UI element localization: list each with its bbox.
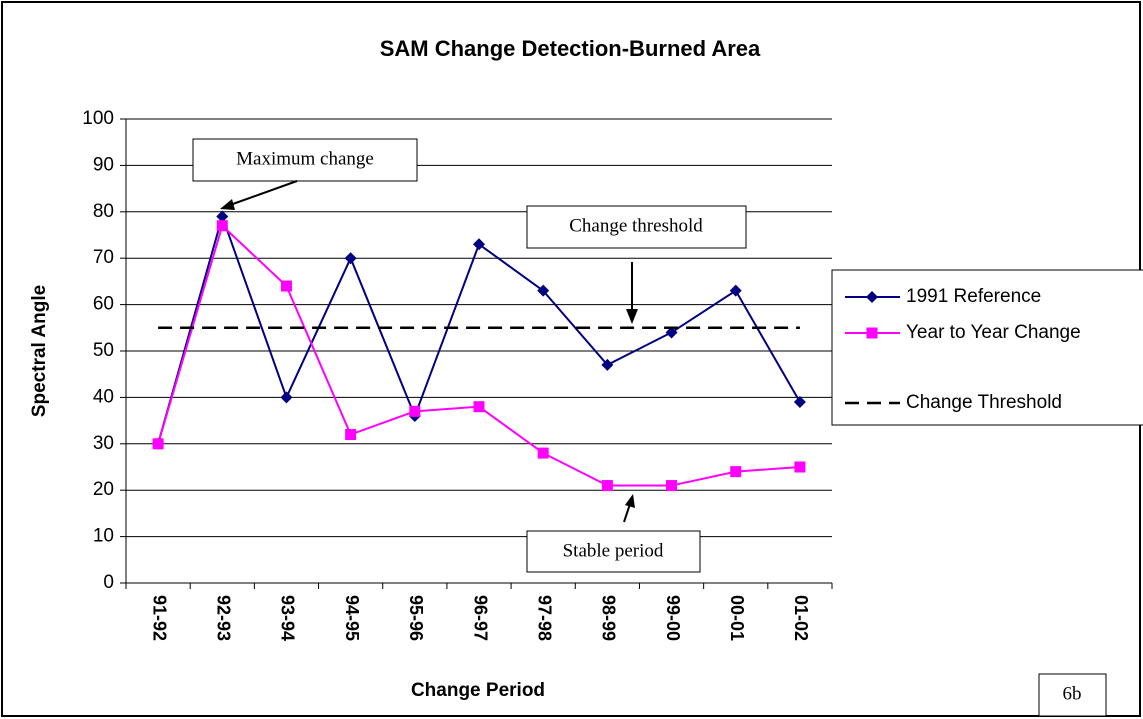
y-tick-label: 70 (93, 247, 114, 268)
chart-title: SAM Change Detection-Burned Area (380, 36, 761, 61)
marker (152, 438, 164, 450)
y-tick-label: 30 (93, 433, 114, 454)
arrow-head (625, 494, 635, 508)
marker (280, 391, 293, 404)
x-tick-label: 97-98 (534, 595, 554, 641)
arrow (623, 503, 631, 523)
x-tick-label: 94-95 (342, 595, 362, 641)
annotation: Stable period (563, 540, 664, 561)
x-tick-label: 91-92 (149, 595, 169, 641)
y-tick-label: 80 (93, 201, 114, 222)
marker (866, 291, 878, 303)
marker (344, 252, 357, 265)
marker (537, 447, 549, 459)
marker (409, 405, 421, 417)
annotation-box (192, 138, 418, 182)
marker (473, 238, 485, 251)
marker (666, 480, 678, 492)
y-axis-label: Spectral Angle (29, 285, 50, 417)
marker (729, 284, 742, 297)
marker (345, 429, 357, 441)
marker (601, 358, 614, 371)
x-tick-label: 98-99 (599, 595, 619, 641)
y-tick-label: 60 (93, 294, 114, 315)
plot: 0 10 20 30 40 50 60 70 80 90 100 91-92 92-93 93-94 94-… (82, 108, 833, 641)
x-tick-label: 01-02 (791, 595, 811, 641)
legend-label: 1991 Reference (906, 286, 1041, 307)
marker (730, 466, 742, 478)
marker (216, 210, 229, 223)
y-tick-label: 0 (103, 572, 114, 593)
annotation-box (526, 530, 701, 573)
marker (665, 326, 678, 339)
marker (794, 461, 806, 473)
marker (216, 220, 228, 232)
marker (473, 401, 485, 413)
x-tick-label: 92-93 (214, 595, 234, 641)
marker (866, 327, 878, 339)
annotation: Change threshold (569, 215, 703, 236)
legend-box (831, 269, 1143, 426)
x-tick-label: 95-96 (406, 595, 426, 641)
y-tick-label: 50 (93, 340, 114, 361)
legend: 1991 Reference Year to Year Change Change … (831, 269, 1143, 426)
annotation-box (526, 205, 747, 249)
marker (280, 280, 292, 292)
marker (537, 284, 550, 297)
y-tick-label: 100 (82, 108, 114, 129)
x-tick-label: 96-97 (470, 595, 490, 641)
y-tick-label: 20 (93, 479, 114, 500)
arrow (229, 180, 298, 206)
marker (793, 396, 806, 409)
x-tick-label: 93-94 (278, 595, 298, 641)
annotation: Maximum change (236, 148, 374, 169)
annotations: Maximum change Change threshold Stable p… (192, 138, 1107, 717)
x-tick-label: 00-01 (727, 595, 747, 641)
legend-label: Change Threshold (906, 392, 1062, 413)
x-tick-label: 99-00 (663, 595, 683, 641)
annotation-box (1038, 673, 1107, 717)
y-tick-label: 90 (93, 154, 114, 175)
y-tick-label: 40 (93, 386, 114, 407)
legend-label: Year to Year Change (906, 322, 1081, 343)
arrow-head (626, 309, 638, 324)
x-axis-label: Change Period (411, 680, 545, 701)
marker (601, 480, 613, 492)
annotation: 6b (1063, 683, 1082, 704)
y-tick-label: 10 (93, 526, 114, 547)
arrow-head (220, 199, 235, 210)
